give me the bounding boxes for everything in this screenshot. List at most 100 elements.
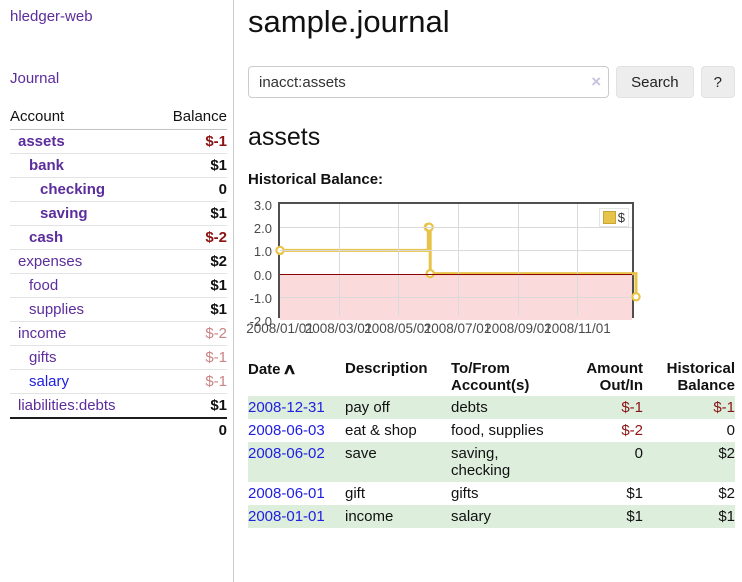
y-tick-label: -2.0 <box>249 314 272 329</box>
transaction-date-link[interactable]: 2008-01-01 <box>248 508 325 525</box>
y-tick-label: 0.0 <box>253 267 272 283</box>
help-button[interactable]: ? <box>700 66 735 98</box>
transaction-date-link[interactable]: 2008-06-01 <box>248 485 325 502</box>
transaction-amount: $-2 <box>621 422 643 439</box>
chart-plot-area[interactable]: $ <box>275 202 641 320</box>
transaction-date-link[interactable]: 2008-06-02 <box>248 445 325 462</box>
v-gridline <box>457 204 459 316</box>
x-tick-label: 2008/11/01 <box>544 321 611 336</box>
accounts-total-row: 0 <box>10 417 227 442</box>
account-row: saving $1 <box>10 201 227 226</box>
transaction-balance: $2 <box>718 485 735 502</box>
account-balance: $-2 <box>153 321 227 346</box>
nav-journal-link[interactable]: Journal <box>10 70 60 87</box>
account-link[interactable]: cash <box>29 229 64 246</box>
y-tick-label: 1.0 <box>253 244 272 260</box>
chart-x-axis: 2008/01/01 2008/03/01 2008/05/01 2008/07/01… <box>246 321 634 339</box>
accounts-header-row: Account Balance <box>10 105 227 130</box>
accounts-total-spacer <box>10 417 154 442</box>
account-balance: $1 <box>153 273 227 298</box>
main-content: sample.journal × Search ? assets Histori… <box>246 0 735 528</box>
y-tick-label: 3.0 <box>253 198 272 213</box>
account-heading: assets <box>248 123 321 151</box>
account-row: supplies $1 <box>10 297 227 322</box>
account-link[interactable]: liabilities:debts <box>18 397 116 414</box>
transaction-date-link[interactable]: 2008-12-31 <box>248 399 325 416</box>
transaction-accounts: saving, checking <box>451 445 511 479</box>
transaction-balance: $2 <box>718 445 735 462</box>
account-balance: $-1 <box>205 133 227 150</box>
legend-swatch-icon <box>602 211 616 224</box>
register-header-row: Date∧ Description To/From Account(s) Amo… <box>248 358 735 396</box>
y-tick-label: -1.0 <box>249 290 272 306</box>
account-row: cash $-2 <box>10 225 227 250</box>
x-tick-label: 2008/09/01 <box>484 321 552 336</box>
transaction-row: 2008-12-31 pay off debts $-1 $-1 <box>248 396 735 419</box>
transaction-amount: 0 <box>634 445 643 462</box>
account-link[interactable]: supplies <box>29 301 85 318</box>
balance-column-header: Balance <box>153 105 227 130</box>
historical-balance-chart[interactable]: 3.0 2.0 1.0 0.0 -1.0 -2.0 $ 2008/01/01 2008/03… <box>246 198 735 339</box>
account-balance: $1 <box>153 393 227 418</box>
transaction-description: pay off <box>345 399 390 416</box>
account-balance: $1 <box>153 297 227 322</box>
x-tick-label: 2008/05/01 <box>364 321 432 336</box>
account-link[interactable]: salary <box>29 373 70 390</box>
register-table: Date∧ Description To/From Account(s) Amo… <box>248 358 735 528</box>
search-button[interactable]: Search <box>616 66 694 98</box>
account-row: assets $-1 <box>10 130 227 154</box>
amount-column-header: Amount Out/In <box>586 360 643 394</box>
transaction-amount: $1 <box>626 508 643 525</box>
account-row: salary $-1 <box>10 369 227 394</box>
app-title-link[interactable]: hledger-web <box>10 8 93 25</box>
transaction-accounts: food, supplies <box>451 422 544 439</box>
transaction-description: eat & shop <box>345 422 417 439</box>
chart-y-axis: 3.0 2.0 1.0 0.0 -1.0 -2.0 <box>248 198 274 329</box>
account-link[interactable]: assets <box>18 133 65 150</box>
transaction-balance: 0 <box>726 422 735 439</box>
h-gridline <box>280 296 632 298</box>
account-link[interactable]: checking <box>40 181 106 198</box>
description-column-header: Description <box>345 360 428 377</box>
account-link[interactable]: bank <box>29 157 65 174</box>
transaction-date-link[interactable]: 2008-06-03 <box>248 422 325 439</box>
account-row: liabilities:debts $1 <box>10 393 227 418</box>
v-gridline <box>398 204 400 316</box>
x-tick-label: 2008/01/01 <box>246 321 314 336</box>
accounts-total-value: 0 <box>153 417 227 442</box>
account-link[interactable]: income <box>18 325 67 342</box>
account-row: checking 0 <box>10 177 227 202</box>
h-gridline <box>280 250 632 252</box>
x-tick-label: 2008/07/01 <box>423 321 492 336</box>
transaction-balance: $1 <box>718 508 735 525</box>
sort-ascending-icon: ∧ <box>281 361 297 378</box>
transaction-accounts: debts <box>451 399 488 416</box>
account-link[interactable]: food <box>29 277 59 294</box>
account-balance: $-2 <box>153 225 227 250</box>
page-title: sample.journal <box>248 4 450 39</box>
account-row: gifts $-1 <box>10 345 227 370</box>
account-link[interactable]: gifts <box>29 349 57 366</box>
accounts-balance-table: Account Balance assets $-1 bank $1 checking 0… <box>10 105 227 442</box>
v-gridline <box>517 204 519 316</box>
account-column-header: Account <box>10 105 154 130</box>
transaction-accounts: gifts <box>451 485 479 502</box>
search-input[interactable] <box>248 66 610 98</box>
v-gridline <box>338 204 340 316</box>
transaction-row: 2008-06-02 save saving, checking 0 $2 <box>248 442 735 482</box>
account-link[interactable]: expenses <box>18 253 83 270</box>
sidebar: hledger-web Journal Account Balance asse… <box>0 0 233 582</box>
account-link[interactable]: saving <box>40 205 88 222</box>
date-column-header[interactable]: Date∧ <box>248 361 297 378</box>
account-balance: 0 <box>153 177 227 202</box>
account-balance: $1 <box>153 153 227 178</box>
account-balance: $1 <box>153 201 227 226</box>
sidebar-divider <box>233 0 234 582</box>
accounts-column-header: To/From Account(s) <box>451 360 530 394</box>
clear-search-icon[interactable]: × <box>591 72 602 91</box>
v-gridline <box>577 204 579 316</box>
account-balance: $-1 <box>153 369 227 394</box>
account-row: expenses $2 <box>10 249 227 274</box>
transaction-description: gift <box>345 485 366 502</box>
transaction-row: 2008-01-01 income salary $1 $1 <box>248 505 735 528</box>
